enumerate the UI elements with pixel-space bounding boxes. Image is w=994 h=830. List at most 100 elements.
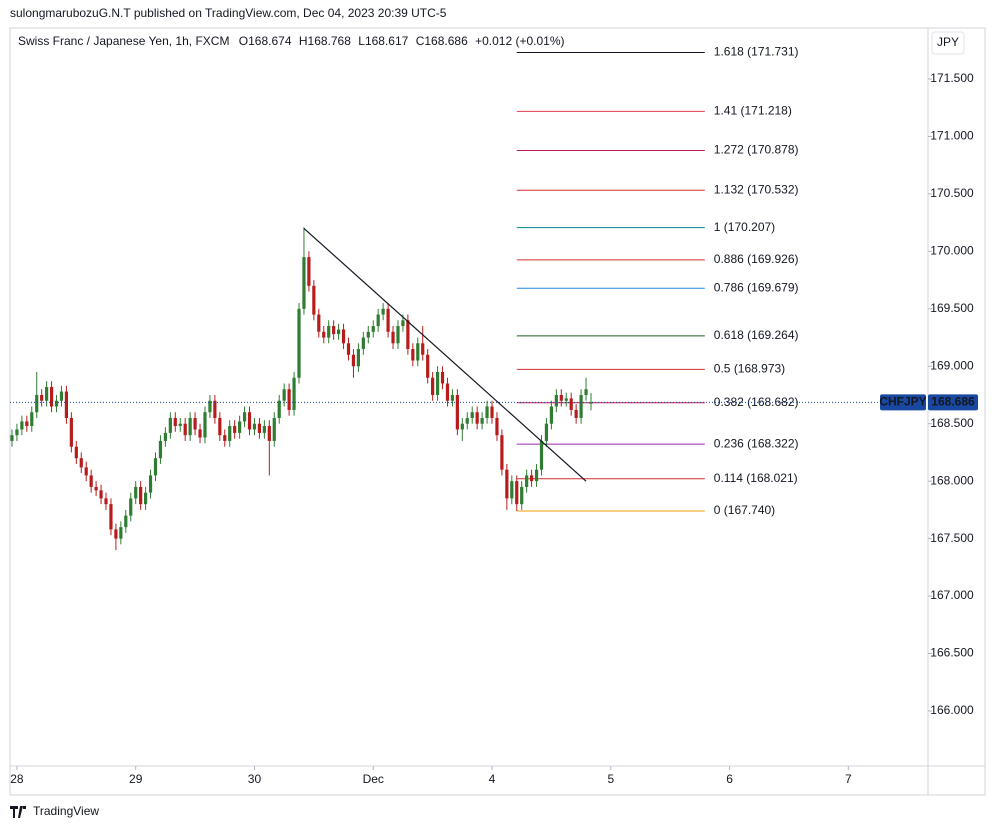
ohlc-value: 168.674 [248, 34, 292, 48]
candle-body [129, 498, 133, 516]
ohlc-key: O [239, 34, 248, 48]
ohlc-value: 168.617 [365, 34, 409, 48]
candle-body [59, 391, 64, 401]
candle-body [559, 394, 563, 401]
candle-body [262, 426, 266, 433]
candle-body [411, 349, 415, 361]
candle-body [460, 423, 464, 430]
x-tick-label: Dec [363, 772, 384, 786]
currency-label[interactable]: JPY [937, 35, 959, 49]
candle-body [302, 257, 306, 309]
candle-body [327, 326, 331, 338]
fib-label: 1.618 (171.731) [714, 45, 799, 59]
frame [9, 27, 986, 796]
x-tick-label: 6 [726, 772, 733, 786]
candle-body [366, 331, 370, 338]
candle-body [391, 331, 395, 344]
x-tick-label: 4 [489, 772, 496, 786]
candle-body [500, 435, 504, 470]
ohlc-value: 168.686 [424, 34, 468, 48]
candle-body [119, 527, 123, 539]
candle-body [515, 481, 519, 505]
candle-body [336, 329, 341, 335]
candle-body [238, 421, 242, 433]
candle-body [485, 406, 489, 418]
y-tick-label: 166.000 [930, 703, 974, 717]
candle-body [386, 308, 390, 332]
candle-body [223, 435, 227, 441]
ohlc-key: L [358, 34, 365, 48]
price-tag [928, 394, 978, 411]
ohlc-key: C [416, 34, 425, 48]
candle-body [287, 389, 291, 410]
candle-body [356, 349, 360, 367]
candle-body [332, 326, 336, 335]
fib-label: 1.272 (170.878) [714, 143, 799, 157]
candle-body [292, 377, 296, 410]
candle-body [218, 417, 222, 436]
candle-body [15, 429, 19, 436]
brand-name: TradingView [33, 804, 99, 818]
candle-body [203, 412, 207, 438]
candle-body [480, 417, 484, 424]
fib-label: 0.382 (168.682) [714, 395, 799, 409]
candle-body [188, 417, 192, 436]
candle-body [569, 398, 573, 410]
candle-body [124, 515, 128, 528]
candle-body [282, 389, 286, 401]
y-tick-label: 168.500 [930, 416, 974, 430]
candle-body [371, 326, 375, 332]
candle-body [584, 389, 588, 395]
candle-body [589, 402, 593, 404]
change: +0.012 (+0.01%) [475, 34, 564, 48]
candle-body [421, 343, 425, 355]
candle-body [208, 400, 212, 413]
candle-body [30, 412, 34, 427]
candle-body [247, 412, 252, 430]
candle-body [475, 412, 479, 424]
candle-body [242, 412, 247, 422]
candle-body [183, 423, 187, 436]
candle-body [416, 343, 420, 361]
candle-body [148, 475, 153, 493]
candle-body [94, 486, 98, 491]
fib-label: 1 (170.207) [714, 220, 775, 234]
candle-body [381, 308, 385, 315]
candle-body [525, 475, 529, 487]
candle-body [539, 440, 544, 470]
candle-body [431, 377, 435, 395]
y-tick-label: 169.000 [930, 358, 974, 372]
fib-label: 0 (167.740) [714, 503, 775, 517]
candle-body [25, 421, 29, 427]
candle-body [361, 337, 365, 350]
candle-body [10, 435, 14, 441]
candle-body [163, 432, 167, 441]
candle-body [139, 486, 143, 505]
candle-body [455, 394, 459, 430]
candle-body [544, 423, 549, 441]
ohlc-key: H [299, 34, 308, 48]
candle-body [530, 475, 534, 482]
candle-body [49, 386, 54, 407]
candle-body [193, 417, 197, 430]
candle-body [574, 409, 578, 418]
candle-body [178, 423, 182, 427]
candle-body [45, 386, 49, 401]
candle-body [35, 394, 39, 413]
y-tick-label: 170.000 [930, 244, 974, 258]
ohlc-value: 168.768 [308, 34, 352, 48]
candle-body [89, 475, 93, 487]
published-note: sulongmarubozuG.N.T published on Trading… [10, 6, 447, 20]
fib-label: 0.236 (168.322) [714, 436, 799, 450]
candle-body [84, 467, 88, 476]
y-tick-label: 171.000 [930, 129, 974, 143]
candle-body [79, 458, 83, 468]
candle-body [20, 421, 24, 430]
currency-button[interactable] [931, 31, 965, 55]
candle-body [317, 314, 321, 332]
x-tick-label: 29 [129, 772, 143, 786]
candle-body [346, 343, 351, 355]
candle-body [198, 429, 202, 438]
candle-body [440, 372, 445, 384]
